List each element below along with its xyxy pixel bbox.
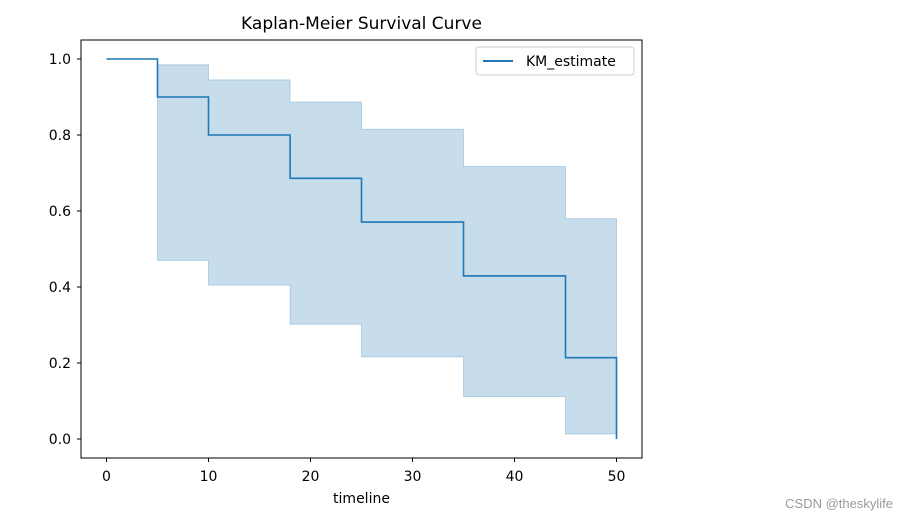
y-tick-label: 0.4 xyxy=(49,280,71,296)
y-axis-ticks: 0.0 0.2 0.4 0.6 0.8 1.0 xyxy=(49,52,81,448)
x-tick-label: 50 xyxy=(608,469,626,485)
km-estimate-line xyxy=(106,58,618,439)
x-tick-label: 40 xyxy=(506,469,524,485)
watermark-text: CSDN @theskylife xyxy=(785,496,893,511)
x-tick-label: 30 xyxy=(404,469,422,485)
legend: KM_estimate xyxy=(475,46,635,76)
y-tick-label: 0.0 xyxy=(49,432,71,448)
confidence-interval-band xyxy=(106,58,617,435)
y-tick-label: 0.6 xyxy=(49,204,71,220)
y-tick-label: 1.0 xyxy=(49,52,71,68)
x-tick-label: 10 xyxy=(200,469,218,485)
axes-frame xyxy=(80,39,643,459)
x-axis-ticks: 0 10 20 30 40 50 xyxy=(102,458,625,485)
chart-title: Kaplan-Meier Survival Curve xyxy=(241,14,482,34)
legend-box xyxy=(475,46,635,76)
y-tick-label: 0.2 xyxy=(49,356,71,372)
y-tick-label: 0.8 xyxy=(49,128,71,144)
x-tick-label: 20 xyxy=(302,469,320,485)
legend-label: KM_estimate xyxy=(526,54,616,70)
x-tick-label: 0 xyxy=(102,469,111,485)
x-axis-label: timeline xyxy=(333,491,390,507)
